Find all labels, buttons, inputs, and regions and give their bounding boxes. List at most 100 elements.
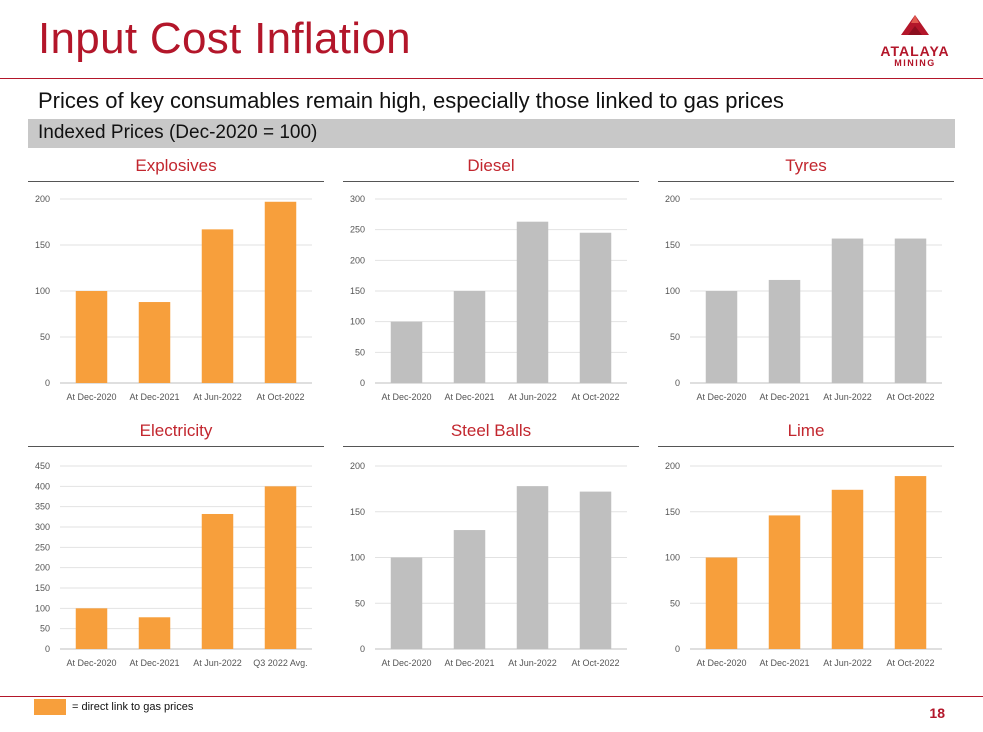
panel-rule (658, 181, 954, 182)
y-tick-label: 100 (665, 553, 680, 563)
y-tick-label: 200 (350, 461, 365, 471)
tyres-chart: 0 50 100 150 200 At Dec-2020 At Dec-2021 At Jun… (665, 194, 942, 402)
x-tick-label: At Jun-2022 (508, 658, 557, 668)
x-tick-label: Q3 2022 Avg. (253, 658, 307, 668)
panel-rule (343, 446, 639, 447)
y-tick-label: 150 (35, 240, 50, 250)
bar-at-dec-2020 (390, 321, 423, 383)
y-tick-label: 150 (350, 507, 365, 517)
bar-at-dec-2021 (453, 291, 486, 383)
bar-at-oct-2022 (894, 238, 927, 383)
bar-at-jun-2022 (831, 489, 864, 649)
y-tick-label: 100 (35, 603, 50, 613)
panel-rule (28, 181, 324, 182)
x-tick-label: At Dec-2021 (129, 392, 179, 402)
mountain-icon (901, 15, 929, 35)
y-tick-label: 0 (360, 378, 365, 388)
x-tick-label: At Oct-2022 (571, 392, 619, 402)
y-tick-label: 100 (35, 286, 50, 296)
y-tick-label: 100 (350, 553, 365, 563)
x-tick-label: At Jun-2022 (508, 392, 557, 402)
y-tick-label: 200 (350, 255, 365, 265)
x-tick-label: At Oct-2022 (256, 392, 304, 402)
bar-at-dec-2021 (768, 515, 801, 649)
panel-title-diesel: Diesel (467, 156, 515, 175)
y-tick-label: 150 (665, 240, 680, 250)
panel-rule (658, 446, 954, 447)
panel-title-tyres: Tyres (785, 156, 827, 175)
page-title: Input Cost Inflation (38, 14, 411, 63)
bar-at-dec-2021 (138, 617, 171, 649)
x-tick-label: At Oct-2022 (886, 392, 934, 402)
y-tick-label: 100 (350, 317, 365, 327)
bar-at-dec-2020 (75, 291, 108, 383)
bar-at-dec-2020 (390, 557, 423, 649)
y-tick-label: 250 (35, 542, 50, 552)
y-tick-label: 200 (665, 194, 680, 204)
x-tick-label: At Jun-2022 (823, 392, 872, 402)
bar-at-jun-2022 (831, 238, 864, 383)
y-tick-label: 50 (355, 347, 365, 357)
panel-title-explosives: Explosives (135, 156, 217, 175)
electricity-chart: 0 50 100 150 200 250 300 350 400 450 At Dec-2020 At… (35, 461, 312, 668)
y-tick-label: 200 (35, 563, 50, 573)
y-tick-label: 0 (360, 644, 365, 654)
panel-title-steel-balls: Steel Balls (450, 421, 532, 440)
explosives-chart: 0 50 100 150 200 At Dec-2020 At Dec-2021 At Jun… (35, 194, 312, 402)
bar-at-oct-2022 (264, 201, 297, 383)
y-tick-label: 150 (665, 507, 680, 517)
x-tick-label: At Dec-2021 (444, 392, 494, 402)
y-tick-label: 400 (35, 481, 50, 491)
x-tick-label: At Oct-2022 (571, 658, 619, 668)
y-tick-label: 0 (45, 644, 50, 654)
bar-at-jun-2022 (201, 513, 234, 649)
y-tick-label: 0 (45, 378, 50, 388)
x-tick-label: At Dec-2021 (759, 658, 809, 668)
y-tick-label: 300 (350, 194, 365, 204)
x-tick-label: At Dec-2020 (381, 392, 431, 402)
y-tick-label: 50 (40, 624, 50, 634)
x-tick-label: At Dec-2020 (66, 392, 116, 402)
bar-at-jun-2022 (201, 229, 234, 383)
x-tick-label: At Dec-2020 (381, 658, 431, 668)
y-tick-label: 50 (670, 332, 680, 342)
legend-swatch-gas (34, 699, 66, 715)
panel-title-lime: Lime (787, 421, 825, 440)
bar-at-dec-2020 (705, 557, 738, 649)
bar-at-dec-2021 (453, 530, 486, 649)
x-tick-label: At Jun-2022 (193, 658, 242, 668)
diesel-chart: 0 50 100 150 200 250 300 At Dec-2020 At Dec-2021… (350, 194, 627, 402)
x-tick-label: At Jun-2022 (823, 658, 872, 668)
panel-title-electricity: Electricity (139, 421, 213, 440)
bar-at-dec-2020 (705, 291, 738, 383)
slide-subtitle: Prices of key consumables remain high, e… (38, 88, 784, 113)
x-tick-label: At Dec-2020 (696, 392, 746, 402)
y-tick-label: 150 (350, 286, 365, 296)
steel-balls-chart: 0 50 100 150 200 At Dec-2020 At Dec-2021 At Jun… (350, 461, 627, 668)
bar-at-oct-2022 (579, 491, 612, 649)
legend-text: = direct link to gas prices (72, 701, 194, 713)
y-tick-label: 50 (355, 598, 365, 608)
bar-at-dec-2020 (75, 608, 108, 649)
x-tick-label: At Dec-2021 (759, 392, 809, 402)
bar-at-oct-2022 (579, 232, 612, 383)
y-tick-label: 300 (35, 522, 50, 532)
y-tick-label: 350 (35, 502, 50, 512)
y-tick-label: 450 (35, 461, 50, 471)
lime-chart: 0 50 100 150 200 At Dec-2020 At Dec-2021 At Jun… (665, 461, 942, 668)
bar-at-jun-2022 (516, 486, 549, 649)
page-number: 18 (929, 705, 945, 721)
x-tick-label: At Oct-2022 (886, 658, 934, 668)
bar-at-jun-2022 (516, 221, 549, 383)
y-tick-label: 100 (665, 286, 680, 296)
logo-sub: MINING (894, 58, 936, 68)
bar-q3-2022-avg- (264, 486, 297, 649)
y-tick-label: 250 (350, 225, 365, 235)
y-tick-label: 50 (40, 332, 50, 342)
y-tick-label: 50 (670, 598, 680, 608)
banner-label: Indexed Prices (Dec-2020 = 100) (38, 122, 318, 143)
x-tick-label: At Dec-2021 (444, 658, 494, 668)
y-tick-label: 0 (675, 378, 680, 388)
x-tick-label: At Dec-2020 (66, 658, 116, 668)
x-tick-label: At Jun-2022 (193, 392, 242, 402)
